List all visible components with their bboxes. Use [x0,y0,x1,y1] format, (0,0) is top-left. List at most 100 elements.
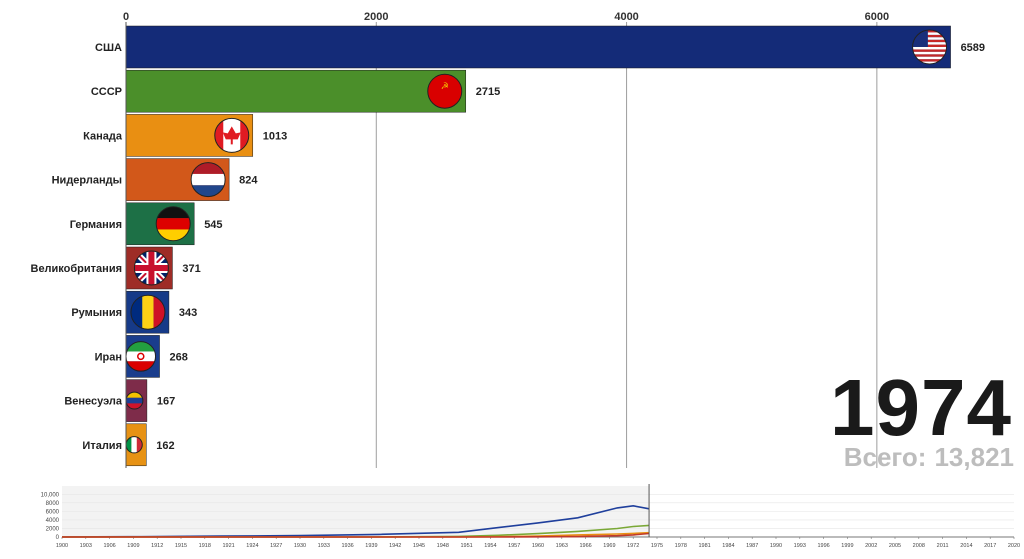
x-tick-label: 1990 [770,543,782,549]
y-tick-label: 6000 [46,509,60,515]
category-label: Нидерланды [52,175,122,187]
netherlands-flag-icon [191,162,226,197]
category-label: Венесуэла [64,396,123,408]
x-tick-label: 1978 [675,543,687,549]
uk-flag-icon [134,251,169,285]
value-label: 1013 [263,130,287,142]
canada-flag-icon [214,118,249,153]
total-label: Всего: [843,442,927,472]
category-label: Германия [70,219,122,231]
x-tick-label: 1951 [460,543,472,549]
category-label: Италия [82,440,122,452]
bar-row: Германия 545 [70,202,223,246]
bar-row: Канада 1013 [83,114,287,157]
y-tick-label: 10,000 [41,492,60,498]
flag-border [214,117,250,153]
x-tick-label: 1993 [794,543,806,549]
value-label: 824 [239,175,258,187]
category-label: Канада [83,130,123,142]
x-tick-label: 1963 [556,543,568,549]
x-tick-label: 2008 [913,543,925,549]
x-tick-label: 2020 [1008,543,1020,549]
x-tick-label: 1915 [175,543,187,549]
x-tick-label: 0 [123,11,129,23]
x-tick-label: 1930 [294,543,306,549]
x-tick-label: 2002 [865,543,877,549]
bar-row: Нидерланды 824 [52,158,258,201]
x-tick-label: 1909 [127,543,139,549]
x-tick-label: 1957 [508,543,520,549]
series-line [62,532,650,538]
value-label: 162 [156,440,174,452]
x-tick-label: 1987 [746,543,758,549]
flag-border [427,73,463,109]
x-tick-label: 1996 [817,543,829,549]
venezuela-flag-icon [126,392,143,410]
x-tick-label: 2011 [937,543,949,549]
x-tick-label: 1903 [80,543,92,549]
x-tick-label: 1972 [627,543,639,549]
value-label: 343 [179,307,197,319]
germany-flag-icon [156,206,191,241]
y-tick-label: 8000 [46,501,60,507]
category-label: США [95,42,122,54]
x-tick-label: 1936 [341,543,353,549]
iran-flag-icon [126,341,156,372]
total-value: 13,821 [934,442,1014,472]
x-tick-label: 1948 [437,543,449,549]
x-tick-label: 2017 [984,543,996,549]
x-tick-label: 1984 [722,543,734,549]
x-tick-label: 2005 [889,543,901,549]
italy-flag-icon [126,436,143,453]
x-tick-label: 1939 [365,543,377,549]
bar-row: США 6589 [95,25,985,69]
x-tick-label: 1999 [841,543,853,549]
value-label: 268 [170,351,188,363]
x-tick-label: 1981 [698,543,710,549]
value-label: 6589 [961,42,985,54]
x-tick-label: 1966 [579,543,591,549]
category-label: Иран [95,351,122,363]
x-tick-label: 6000 [865,11,889,23]
category-label: Великобритания [31,263,123,275]
total-count: Всего: 13,821 [844,444,1014,470]
value-label: 371 [182,263,200,275]
flag-border [130,294,166,330]
x-tick-label: 1906 [103,543,115,549]
value-label: 2715 [476,86,500,98]
x-tick-label: 4000 [614,11,638,23]
bar [125,25,951,69]
x-tick-label: 1975 [651,543,663,549]
romania-flag-icon [130,295,165,330]
timeline-line-chart: 10,000 8000 6000 4000 2000 0 1900 1903 1906 1909 1… [41,484,1020,549]
bar-row: Италия 162 [82,423,175,467]
x-tick-label: 1942 [389,543,401,549]
y-tick-label: 4000 [46,518,60,524]
flag-border [133,250,169,286]
x-tick-label: 2014 [960,543,972,549]
x-tick-label: 1927 [270,543,282,549]
bar-row: Венесуэла 167 [64,379,175,422]
bar [125,69,467,113]
us-flag-icon [912,30,947,64]
x-tick-label: 1912 [151,543,163,549]
x-tick-label: 1960 [532,543,544,549]
current-year: 1974 [830,363,1012,452]
ussr-flag-icon: ☭ [427,74,462,109]
x-tick-label: 1945 [413,543,425,549]
x-tick-label: 1933 [318,543,330,549]
flag-border [912,29,948,65]
value-label: 545 [204,219,222,231]
value-label: 167 [157,396,175,408]
x-tick-label: 1924 [246,543,258,549]
svg-text:☭: ☭ [441,81,449,91]
flag-border [155,206,191,242]
x-tick-label: 1918 [199,543,211,549]
bar-row: Великобритания 371 [31,246,201,290]
bar-row: Иран 268 [95,335,188,378]
x-tick-label: 1969 [603,543,615,549]
x-tick-label: 1954 [484,543,496,549]
series-line [61,504,650,538]
x-tick-label: 1921 [222,543,234,549]
bar-row: Румыния 343 [71,290,197,334]
